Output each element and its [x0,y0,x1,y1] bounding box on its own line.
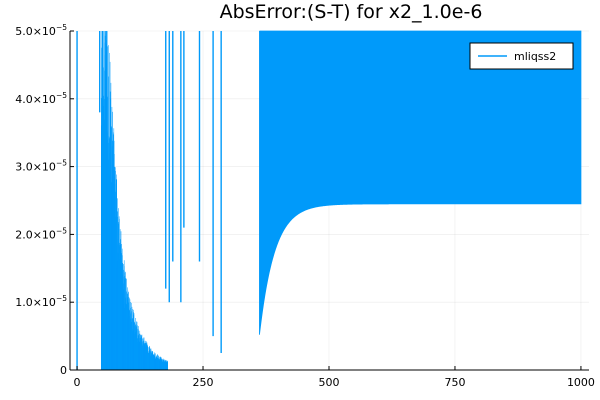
tick-labels: 0 250 500 750 1000 0 1.0×10−5 2.0×10−5 3.0×10−5 4… [15,23,595,389]
y-tick-label-0: 0 [60,364,67,377]
chart-title: AbsError:(S-T) for x2_1.0e-6 [220,1,483,23]
plot-area [76,30,582,370]
y-tick-label-2: 2.0×10−5 [15,226,67,241]
y-tick-label-5: 5.0×10−5 [15,23,67,38]
series-mliqss2-dense-band [100,31,168,370]
series-mliqss2-oscillation-band [259,30,582,335]
y-tick-label-3: 3.0×10−5 [15,159,67,174]
legend-label: mliqss2 [514,50,556,63]
legend: mliqss2 [469,42,574,70]
y-tick-label-4: 4.0×10−5 [15,91,67,106]
x-tick-label-4: 1000 [567,376,595,389]
axes [69,30,589,371]
x-tick-label-1: 250 [193,376,214,389]
x-tick-label-3: 750 [444,376,465,389]
x-tick-label-0: 0 [74,376,81,389]
x-tick-label-2: 500 [318,376,339,389]
y-tick-label-1: 1.0×10−5 [15,294,67,309]
